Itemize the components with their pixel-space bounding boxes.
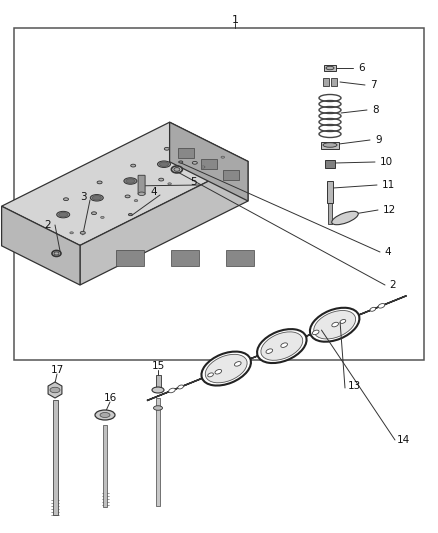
- Bar: [116, 250, 144, 266]
- Ellipse shape: [326, 66, 334, 70]
- Ellipse shape: [312, 330, 319, 335]
- Ellipse shape: [179, 161, 183, 163]
- Ellipse shape: [257, 329, 307, 363]
- Text: 5: 5: [191, 177, 197, 187]
- Text: 6: 6: [358, 63, 364, 73]
- Bar: [327, 181, 333, 203]
- Bar: [201, 159, 217, 169]
- Text: 12: 12: [383, 205, 396, 215]
- Polygon shape: [147, 296, 406, 401]
- Bar: [178, 148, 194, 158]
- Text: 8: 8: [372, 105, 378, 115]
- Bar: [171, 250, 199, 266]
- Ellipse shape: [378, 303, 385, 308]
- Ellipse shape: [90, 195, 103, 201]
- Ellipse shape: [126, 179, 135, 183]
- Text: 15: 15: [152, 361, 165, 371]
- Ellipse shape: [168, 183, 171, 185]
- Ellipse shape: [138, 192, 145, 196]
- Ellipse shape: [52, 251, 61, 256]
- Ellipse shape: [95, 410, 115, 420]
- Ellipse shape: [164, 148, 170, 150]
- Ellipse shape: [205, 354, 247, 383]
- Bar: [156, 398, 160, 506]
- Bar: [331, 78, 337, 86]
- Bar: [223, 170, 239, 180]
- Ellipse shape: [201, 166, 205, 168]
- Ellipse shape: [70, 232, 73, 234]
- Ellipse shape: [128, 214, 132, 216]
- Ellipse shape: [314, 311, 356, 339]
- Ellipse shape: [192, 161, 197, 164]
- Ellipse shape: [124, 177, 137, 184]
- Polygon shape: [170, 122, 248, 201]
- Ellipse shape: [215, 369, 222, 374]
- Text: 11: 11: [382, 180, 395, 190]
- Ellipse shape: [208, 373, 213, 377]
- Text: 9: 9: [375, 135, 381, 145]
- Bar: [53, 400, 57, 515]
- Ellipse shape: [332, 211, 358, 225]
- Text: 10: 10: [380, 157, 393, 167]
- Text: 4: 4: [150, 187, 157, 197]
- Ellipse shape: [134, 199, 138, 201]
- Ellipse shape: [332, 322, 339, 327]
- Polygon shape: [80, 161, 248, 285]
- Ellipse shape: [281, 343, 287, 348]
- Ellipse shape: [261, 332, 303, 360]
- Ellipse shape: [153, 406, 162, 410]
- Ellipse shape: [92, 212, 96, 215]
- Bar: [325, 160, 335, 168]
- Ellipse shape: [100, 413, 110, 417]
- Polygon shape: [2, 122, 248, 245]
- Ellipse shape: [234, 361, 241, 366]
- FancyBboxPatch shape: [138, 175, 145, 195]
- Ellipse shape: [201, 352, 251, 385]
- Ellipse shape: [152, 387, 164, 393]
- Bar: [155, 375, 160, 387]
- Ellipse shape: [159, 162, 169, 166]
- Polygon shape: [2, 206, 80, 285]
- Ellipse shape: [370, 308, 376, 311]
- Ellipse shape: [57, 212, 70, 218]
- Ellipse shape: [266, 349, 272, 353]
- Ellipse shape: [80, 231, 85, 234]
- Ellipse shape: [323, 143, 337, 147]
- Ellipse shape: [169, 388, 175, 393]
- Bar: [226, 250, 254, 266]
- Bar: [103, 425, 107, 507]
- Text: 13: 13: [348, 381, 361, 391]
- Ellipse shape: [97, 181, 102, 184]
- Ellipse shape: [310, 308, 360, 342]
- Text: 2: 2: [44, 220, 51, 230]
- Ellipse shape: [171, 166, 182, 173]
- Bar: [323, 78, 329, 86]
- Text: 7: 7: [370, 80, 377, 90]
- Text: 1: 1: [232, 15, 239, 25]
- Ellipse shape: [221, 156, 225, 158]
- Ellipse shape: [59, 212, 68, 217]
- Bar: [324, 65, 336, 71]
- Ellipse shape: [50, 387, 60, 393]
- Bar: [328, 200, 332, 224]
- Ellipse shape: [340, 319, 346, 324]
- Ellipse shape: [131, 164, 136, 167]
- Ellipse shape: [178, 385, 184, 389]
- Bar: [321, 142, 339, 149]
- Text: 4: 4: [384, 247, 391, 257]
- Ellipse shape: [174, 167, 180, 171]
- Text: 3: 3: [81, 192, 87, 202]
- Text: 2: 2: [389, 280, 396, 290]
- Ellipse shape: [64, 198, 68, 200]
- Ellipse shape: [101, 216, 104, 219]
- Text: 16: 16: [103, 393, 117, 403]
- Text: 17: 17: [50, 365, 64, 375]
- Ellipse shape: [92, 196, 101, 200]
- Ellipse shape: [158, 161, 170, 167]
- Text: 14: 14: [397, 435, 410, 445]
- Ellipse shape: [125, 195, 130, 198]
- Ellipse shape: [54, 252, 59, 255]
- Bar: [14, 28, 424, 360]
- Ellipse shape: [159, 178, 164, 181]
